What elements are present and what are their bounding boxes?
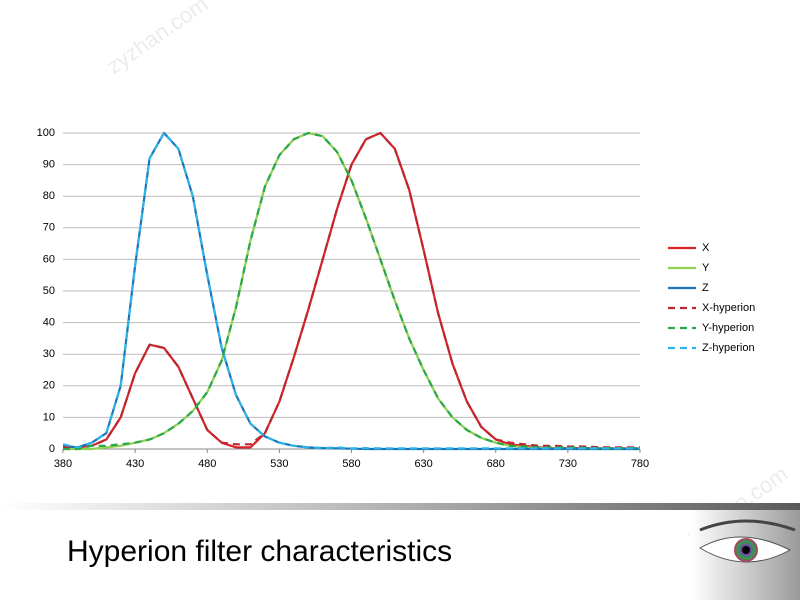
y-tick-label: 30 [43,348,55,360]
legend-label: Z [702,282,709,294]
y-tick-label: 10 [43,411,55,423]
x-tick-label: 780 [631,458,649,470]
y-tick-label: 90 [43,159,55,171]
x-tick-label: 480 [198,458,216,470]
y-tick-label: 60 [43,253,55,265]
y-tick-label: 100 [37,127,55,139]
eye-image [690,510,800,600]
legend-label: Y [702,262,710,274]
watermark: zyzhan.com [102,0,213,79]
legend-label: Z-hyperion [702,342,755,354]
plot-area: 0 10 20 30 40 50 60 70 80 90 100 380 430 480 530 580 630… [37,127,756,470]
series-line [62,131,640,450]
series-line [63,131,640,449]
x-tick-label: 530 [270,458,288,470]
x-tick-label: 630 [414,458,432,470]
y-tick-label: 70 [43,222,55,234]
y-tick-label: 20 [43,380,55,392]
divider-band [0,503,800,510]
y-tick-label: 80 [43,190,55,202]
x-tick-label: 730 [559,458,577,470]
x-tick-label: 680 [487,458,505,470]
x-tick-label: 580 [342,458,360,470]
legend-label: X-hyperion [702,302,755,314]
x-tick-label: 380 [54,458,72,470]
y-tick-label: 0 [49,443,55,455]
x-tick-label: 430 [126,458,144,470]
slide-title: Hyperion filter characteristics [67,535,452,568]
series-line [63,131,640,451]
y-tick-label: 50 [43,285,55,297]
legend-label: X [702,242,710,254]
y-tick-label: 40 [43,317,55,329]
legend-label: Y-hyperion [702,322,754,334]
